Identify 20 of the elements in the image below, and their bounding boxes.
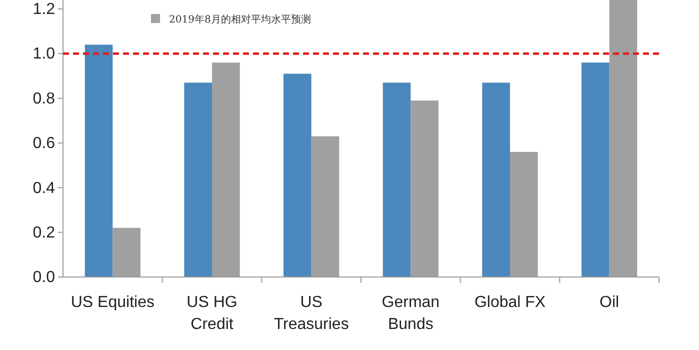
y-tick-label: 0.8 [32, 90, 56, 108]
y-tick-label: 0.6 [32, 135, 56, 152]
x-tick-label: US Treasuries [274, 294, 349, 333]
bar [84, 44, 113, 277]
bar [582, 62, 610, 277]
bar [184, 82, 212, 277]
y-tick-label: 1.0 [32, 46, 56, 63]
y-tick-label: 0.2 [32, 224, 56, 242]
y-tick-label: 1.2 [32, 1, 56, 18]
bar [284, 74, 312, 277]
y-tick-label: 0.0 [32, 269, 56, 286]
x-tick-label: US HG Credit [186, 294, 238, 333]
x-tick-label: US Equities [70, 294, 154, 311]
bar [382, 82, 411, 277]
x-tick-label: Global FX [474, 294, 546, 311]
x-tick-label: German Bunds [382, 294, 440, 333]
legend-label: 2019年8月的相对平均水平预测 [169, 14, 311, 26]
x-tick-label: Oil [600, 294, 620, 311]
y-tick-label: 0.4 [32, 180, 56, 197]
bar [482, 82, 510, 277]
